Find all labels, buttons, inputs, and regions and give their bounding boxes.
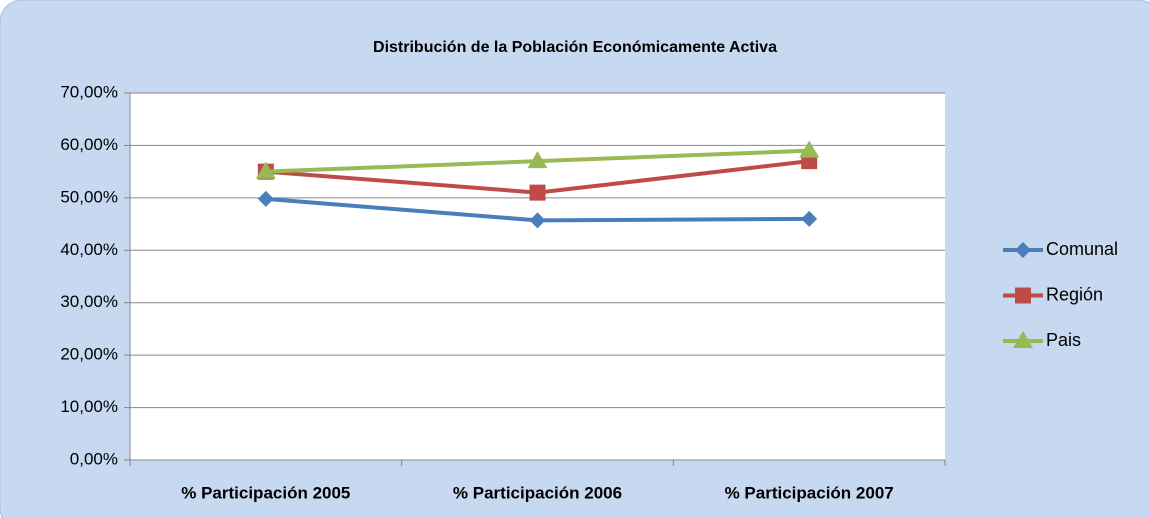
data-point (529, 184, 546, 201)
plot-area (130, 93, 945, 460)
data-point (255, 161, 276, 179)
y-tick-label: 40,00% (60, 240, 118, 259)
legend-label: Comunal (1046, 239, 1118, 259)
data-point (529, 212, 546, 229)
data-point (527, 151, 548, 169)
x-tick-label: % Participación 2006 (453, 483, 622, 502)
y-tick-label: 30,00% (60, 292, 118, 311)
legend-marker (1013, 331, 1033, 348)
chart-title: Distribución de la Población Económicame… (373, 39, 777, 56)
y-tick-label: 60,00% (60, 135, 118, 154)
legend-marker (1015, 242, 1031, 258)
data-point (801, 210, 818, 227)
y-tick-label: 10,00% (60, 397, 118, 416)
legend-label: Región (1046, 284, 1103, 304)
y-tick-label: 0,00% (70, 449, 118, 468)
x-tick-label: % Participación 2007 (725, 483, 894, 502)
legend-label: Pais (1046, 330, 1081, 350)
x-tick-label: % Participación 2005 (181, 483, 350, 502)
legend-marker (1015, 287, 1031, 304)
y-tick-label: 20,00% (60, 345, 118, 364)
y-tick-label: 70,00% (60, 82, 118, 101)
y-tick-label: 50,00% (60, 187, 118, 206)
data-point (799, 140, 820, 158)
data-point (257, 190, 274, 207)
